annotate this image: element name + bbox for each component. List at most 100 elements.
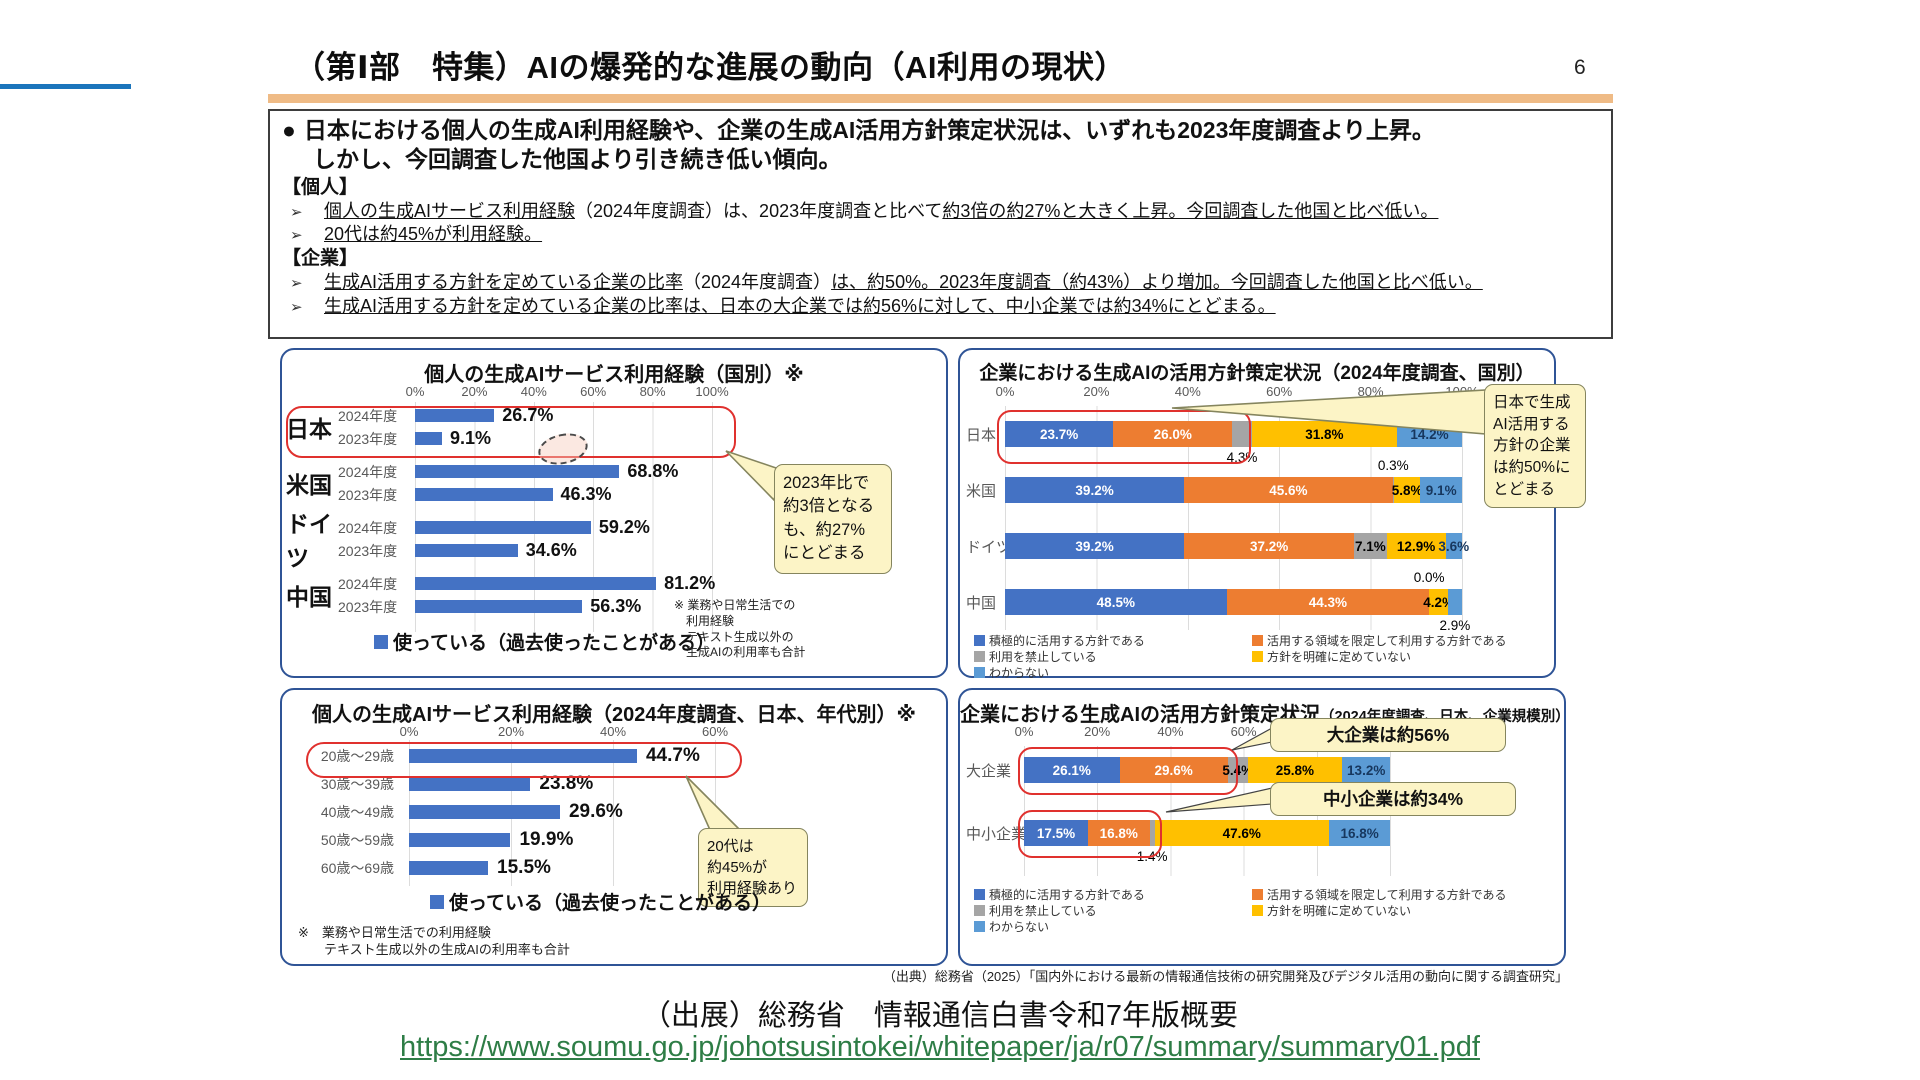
bar-track: 56.3% xyxy=(415,596,641,617)
value-label: 48.5% xyxy=(1096,594,1135,610)
country-group: 米国 2024年度 68.8% 2023年度 46.3% xyxy=(282,460,946,506)
stacked-bar-rows: 日本 23.7% 26.0% 4.3% 31.8% 14.2% 米国 39.2% 45.6% 0.… xyxy=(960,406,1554,633)
stacked-bar-track: 26.1% 29.6% 5.4% 25.8% 13.2% xyxy=(1024,757,1391,783)
legend-column: 活用する領域を限定して利用する方針である 方針を明確に定めていない xyxy=(1252,632,1507,680)
bar-segment: 25.8% xyxy=(1247,757,1343,783)
top-left-accent-line xyxy=(0,84,131,89)
bar-track: 23.8% xyxy=(409,773,593,795)
bar-segment: 14.2% xyxy=(1397,421,1462,447)
legend-swatch xyxy=(974,666,985,678)
bar xyxy=(409,749,637,763)
legend-text: 利用を禁止している xyxy=(989,649,1097,664)
arrow-bullet-icon: ➢ xyxy=(290,203,303,221)
value-label: 37.2% xyxy=(1250,538,1289,554)
summary-groups: 【個人】 ➢ 個人の生成AIサービス利用経験（2024年度調査）は、2023年度調査… xyxy=(282,176,1599,318)
category-label: 中小企業 xyxy=(966,825,1027,843)
callout-large-company-56pct: 大企業は約56% xyxy=(1270,718,1506,752)
value-label: 9.1% xyxy=(450,428,492,448)
bar-track: 68.8% xyxy=(415,461,678,482)
legend-text: 積極的に活用する方針である xyxy=(989,887,1145,902)
value-label: 29.6% xyxy=(568,801,623,822)
value-label: 17.5% xyxy=(1036,825,1076,841)
value-label: 47.6% xyxy=(1222,825,1261,841)
bar-track: 15.5% xyxy=(409,857,551,879)
legend-text: 利用を禁止している xyxy=(989,903,1097,918)
bar-segment: 39.2% xyxy=(1005,533,1185,559)
bar-row: 50歳～59歳 19.9% xyxy=(282,826,946,854)
value-label: 44.7% xyxy=(645,745,700,766)
legend-swatch xyxy=(974,904,985,916)
legend-swatch xyxy=(1252,904,1263,916)
summary-bullet-item: ➢ 個人の生成AIサービス利用経験（2024年度調査）は、2023年度調査と比べて… xyxy=(282,200,1599,223)
value-label: 23.7% xyxy=(1040,426,1079,442)
value-label: 46.3% xyxy=(560,484,612,504)
bar-row: 2024年度 59.2% xyxy=(338,516,650,539)
summary-text-segment: 20代は約45%が利用経験。 xyxy=(324,224,543,245)
bar xyxy=(409,833,511,847)
category-label: 米国 xyxy=(966,482,997,500)
value-label: 31.8% xyxy=(1305,426,1344,442)
value-label: 13.2% xyxy=(1347,762,1386,778)
category-label: 大企業 xyxy=(966,762,1012,780)
legend-text: 方針を明確に定めていない xyxy=(1267,903,1412,918)
year-label: 2024年度 xyxy=(338,463,398,480)
axis-tick: 60% xyxy=(580,384,607,399)
legend-item: 利用を禁止している xyxy=(974,902,1242,918)
value-label: 12.9% xyxy=(1396,538,1436,554)
legend-item: 方針を明確に定めていない xyxy=(1252,648,1507,664)
legend-swatch xyxy=(430,895,444,909)
country-group: 中国 2024年度 81.2% 2023年度 56.3% xyxy=(282,572,946,618)
bar-rows: 日本 2024年度 26.7% 2023年度 9.1% 米国 2024年度 68.8% 2023… xyxy=(282,404,946,628)
chart-company-by-country: 企業における生成AIの活用方針策定状況（2024年度調査、国別） 0% 20% 40… xyxy=(958,348,1586,680)
axis-tick: 0% xyxy=(1014,724,1034,739)
japan-highlight-box xyxy=(286,406,736,458)
legend-item: 方針を明確に定めていない xyxy=(1252,902,1507,918)
legend-item: 活用する領域を限定して利用する方針である xyxy=(1252,886,1507,902)
legend-swatch xyxy=(1252,650,1263,662)
axis-tick: 20% xyxy=(1083,384,1110,399)
arrow-bullet-icon: ➢ xyxy=(290,298,303,316)
age-label: 50歳～59歳 xyxy=(320,832,394,848)
year-rows: 2024年度 68.8% 2023年度 46.3% xyxy=(338,460,678,506)
value-label: 68.8% xyxy=(627,461,679,481)
large-company-highlight-box xyxy=(1018,747,1238,795)
stacked-bar-row: 大企業 26.1% 29.6% 5.4% 25.8% 13.2% xyxy=(960,757,1564,783)
legend-text: わからない xyxy=(989,665,1050,680)
source-url-link[interactable]: https://www.soumu.go.jp/johotsusintokei/… xyxy=(400,1031,1480,1063)
axis-tick: 100% xyxy=(1445,384,1479,399)
legend-text: 方針を明確に定めていない xyxy=(1267,649,1412,664)
chart-footnote: ※ 業務や日常生活での 利用経験 テキスト生成以外の 生成AIの利用率も合計 xyxy=(674,598,806,660)
bar xyxy=(415,544,518,557)
chart-title: 個人の生成AIサービス利用経験（国別）※ xyxy=(424,364,804,386)
bar-track: 81.2% xyxy=(415,573,715,594)
value-label: 39.2% xyxy=(1075,482,1114,498)
value-label: 25.8% xyxy=(1275,762,1314,778)
page-number: 6 xyxy=(1574,56,1586,79)
axis-tick: 40% xyxy=(1174,384,1201,399)
value-label: 5.8% xyxy=(1391,482,1423,498)
value-label: 56.3% xyxy=(590,596,642,616)
axis-tick: 60% xyxy=(1230,724,1257,739)
bar-segment: 9.1% xyxy=(1420,477,1462,503)
chart-personal-by-country: 個人の生成AIサービス利用経験（国別）※ 0% 20% 40% 60% 80% 100% … xyxy=(280,348,948,678)
value-label: 39.2% xyxy=(1075,538,1114,554)
stacked-bar-row: 米国 39.2% 45.6% 0.3% 5.8% 9.1% xyxy=(960,458,1554,518)
arrow-bullet-icon: ➢ xyxy=(290,275,303,293)
year-label: 2024年度 xyxy=(338,575,398,592)
year-label: 2024年度 xyxy=(338,519,398,536)
value-label: 45.6% xyxy=(1269,482,1308,498)
country-label: 米国 xyxy=(286,472,332,498)
bar-segment: 5.8% xyxy=(1391,477,1423,503)
bar-segment: 29.6% xyxy=(1119,757,1228,783)
value-label: 26.1% xyxy=(1052,762,1091,778)
bar-segment: 16.8% xyxy=(1088,820,1150,846)
bar-segment xyxy=(1149,820,1155,846)
bar-segment: 45.6% xyxy=(1184,477,1393,503)
summary-lead-line2: しかし、今回調査した他国より引き続き低い傾向。 xyxy=(313,146,842,173)
bar-track: 46.3% xyxy=(415,484,612,505)
stacked-bar-row: 中国 48.5% 44.3% 0.0% 4.2% 2.9% xyxy=(960,570,1554,633)
legend-column: 積極的に活用する方針である 利用を禁止している わからない xyxy=(974,886,1242,934)
bar-track: 19.9% xyxy=(409,829,573,851)
category-label: ドイツ xyxy=(966,538,1012,556)
bar-segment: 16.8% xyxy=(1328,820,1391,846)
